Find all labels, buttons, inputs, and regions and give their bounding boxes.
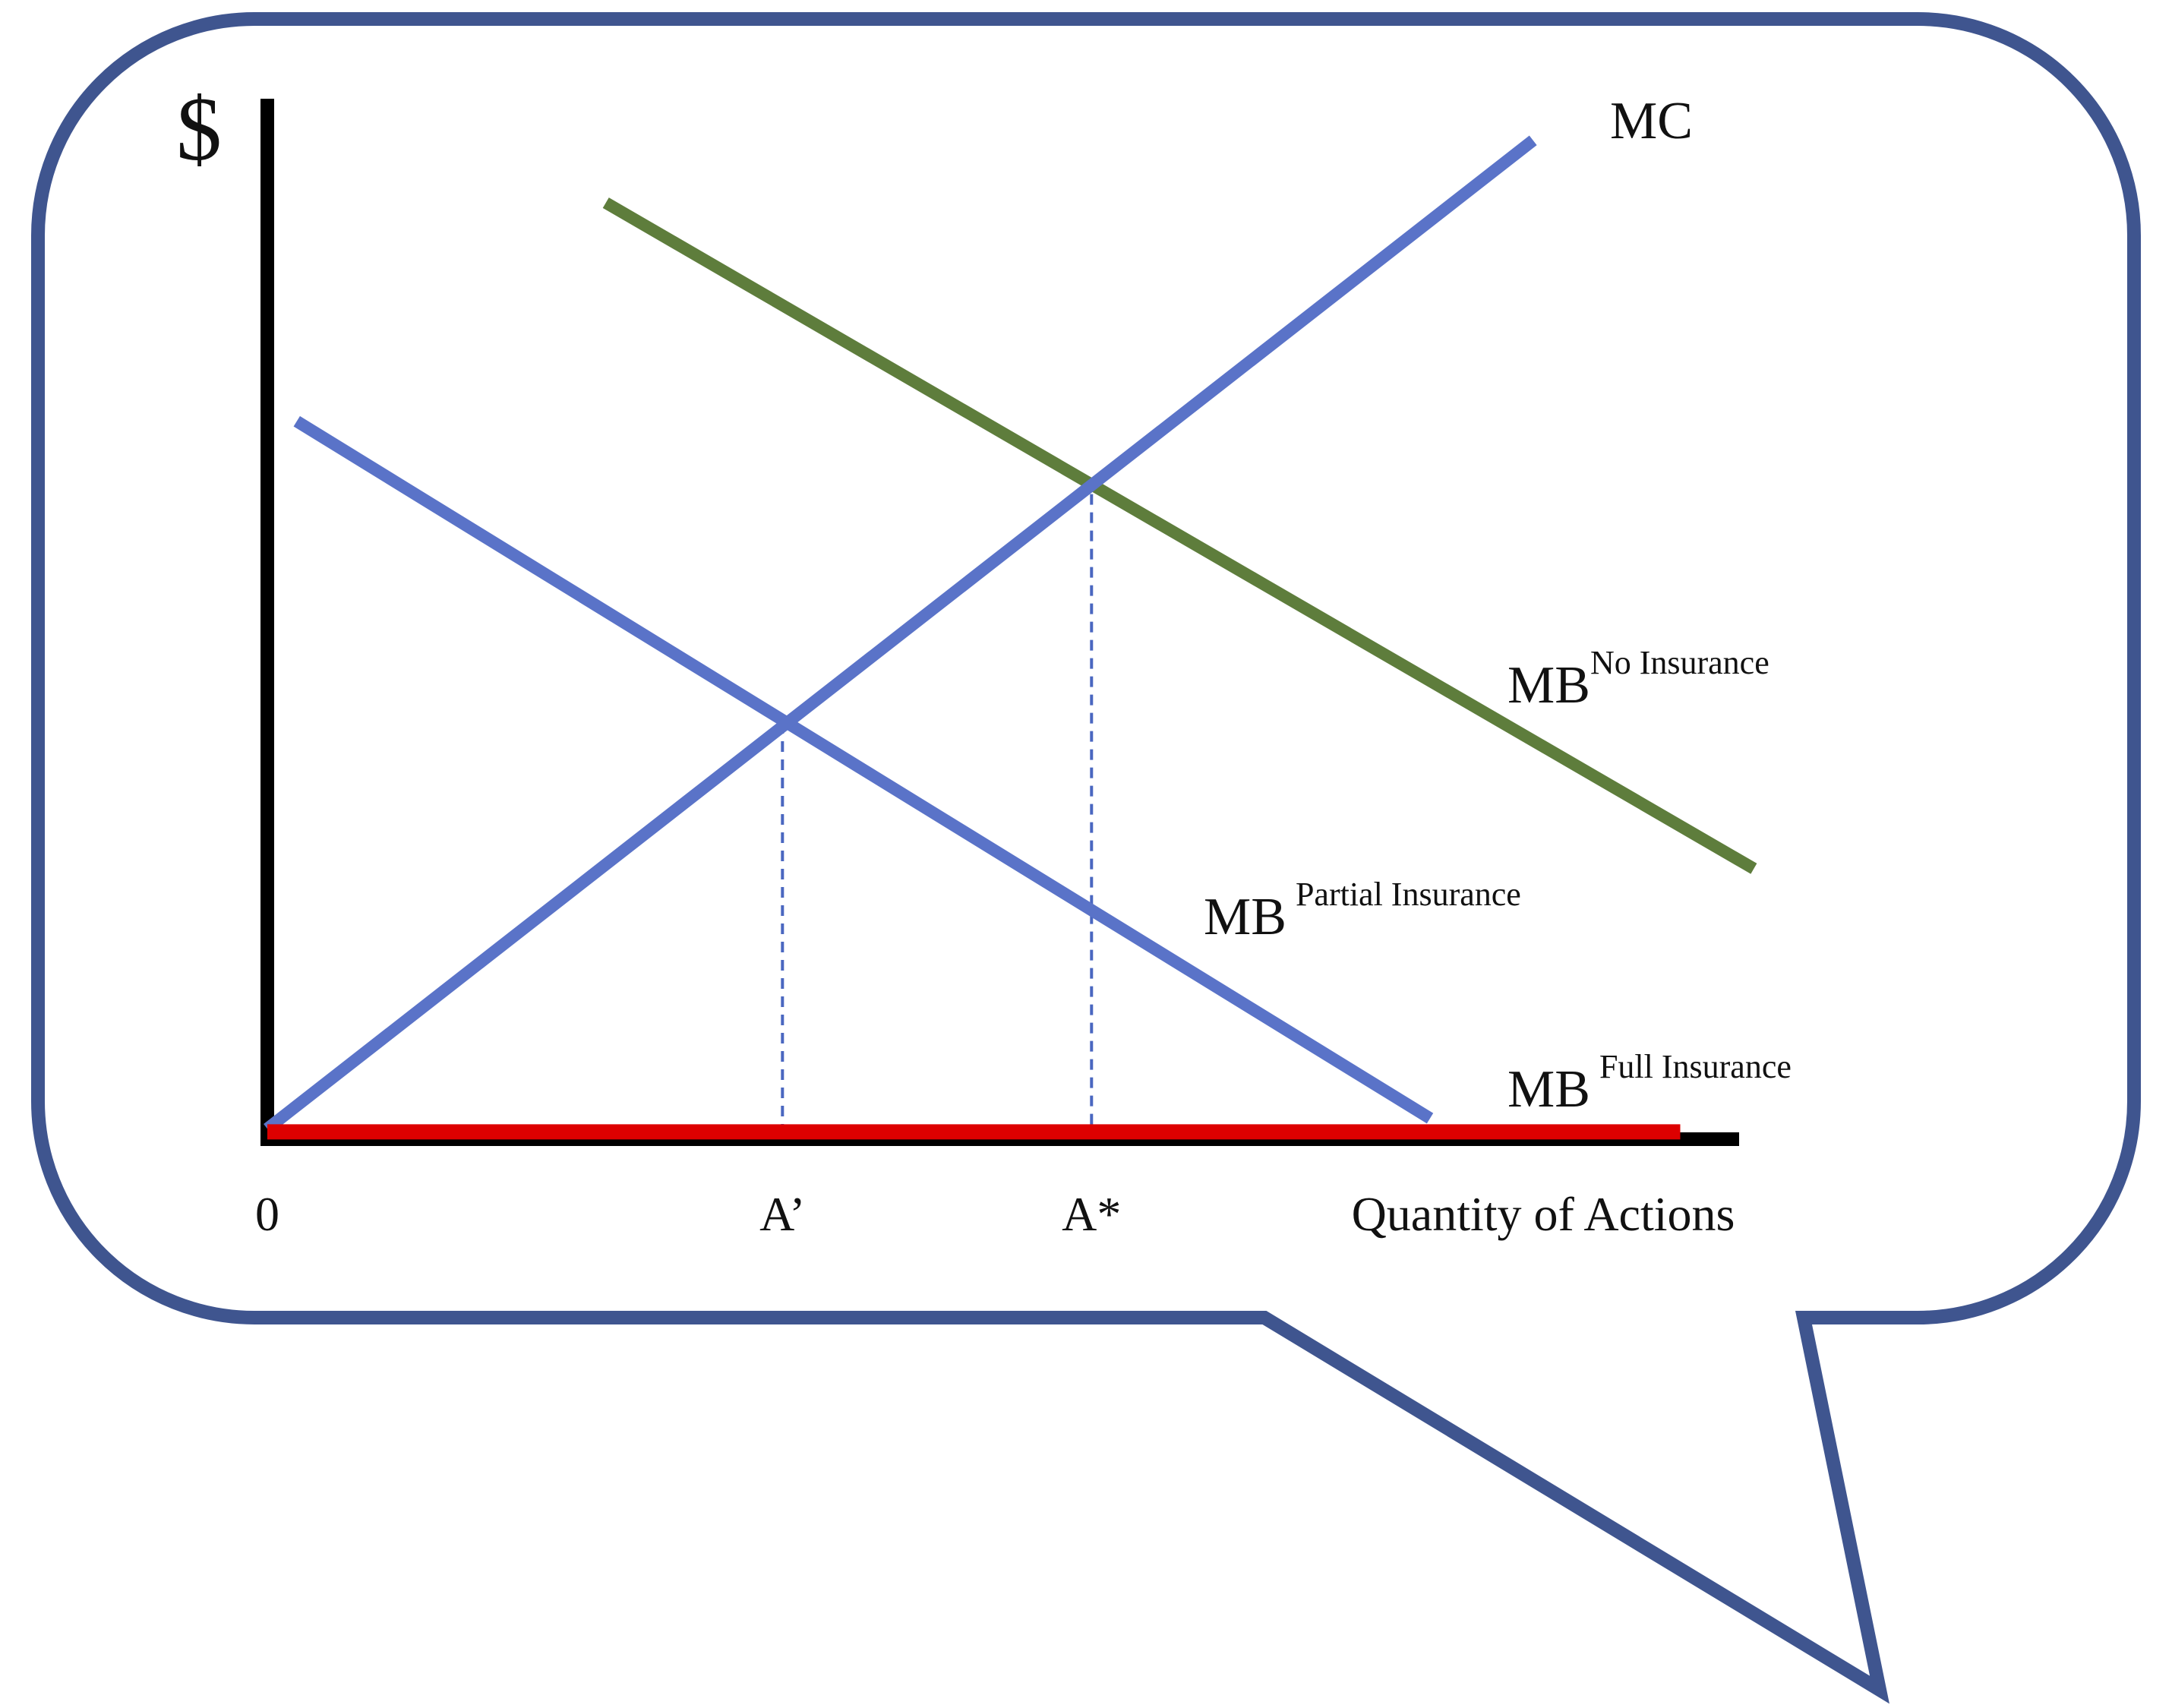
series-label-mc: MC (1610, 92, 1693, 150)
series-label-mb-full-insurance: MB Full Insurance (1507, 1048, 1792, 1119)
x-tick-label-a-star: A* (1062, 1187, 1121, 1241)
y-axis-label: $ (176, 78, 222, 179)
series-line-mc (264, 135, 1537, 1134)
series-line-mb-no-insurance (602, 197, 1757, 874)
x-tick-label-0: 0 (255, 1187, 279, 1241)
x-tick-label-a-prime: A’ (759, 1187, 805, 1241)
series-label-mb-partial-insurance: MB Partial Insurance (1204, 876, 1521, 946)
x-axis-label: Quantity of Actions (1352, 1187, 1735, 1241)
speech-bubble (31, 12, 2141, 1704)
series-label-mb-no-insurance: MBNo Insurance (1507, 644, 1769, 715)
series-line-mb-partial-insurance (293, 415, 1434, 1124)
